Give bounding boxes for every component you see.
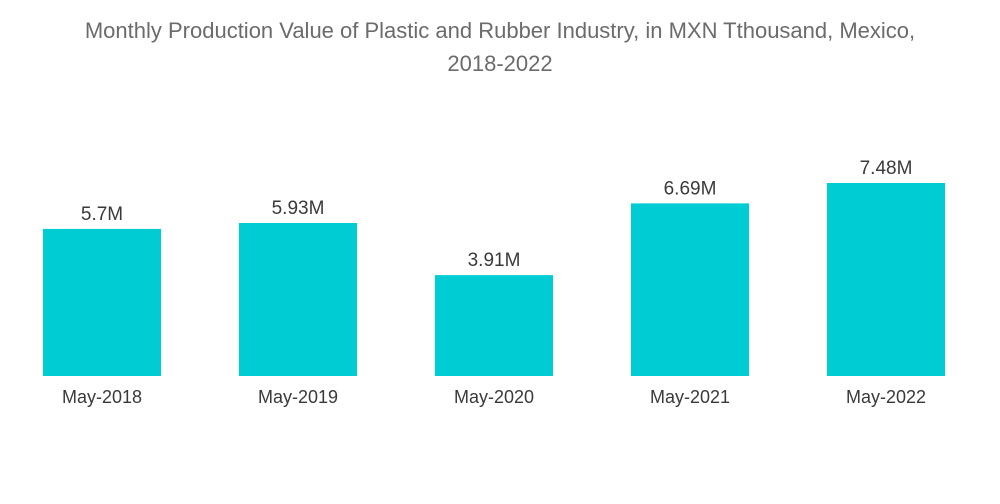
bar-may-2022: [827, 183, 945, 376]
x-tick-label-may-2020: May-2020: [454, 387, 534, 407]
bar-may-2021: [631, 203, 749, 376]
bar-may-2020: [435, 275, 553, 376]
chart-title-line-2: 2018-2022: [447, 51, 553, 76]
x-tick-label-may-2021: May-2021: [650, 387, 730, 407]
chart-title: Monthly Production Value of Plastic and …: [0, 14, 1000, 80]
value-label-may-2018: 5.7M: [81, 204, 123, 225]
bar-may-2018: [43, 228, 161, 376]
x-tick-labels-group: May-2018 May-2019 May-2020 May-2021 May-2022: [62, 387, 926, 407]
x-tick-label-may-2019: May-2019: [258, 387, 338, 407]
x-tick-label-may-2018: May-2018: [62, 387, 142, 407]
bar-may-2019: [239, 222, 357, 376]
value-label-may-2021: 6.69M: [664, 178, 717, 199]
value-label-may-2020: 3.91M: [468, 250, 521, 271]
value-labels-group: 5.7M 5.93M 3.91M 6.69M 7.48M: [81, 158, 913, 271]
x-tick-label-may-2022: May-2022: [846, 387, 926, 407]
value-label-may-2022: 7.48M: [860, 158, 913, 179]
chart-title-line-1: Monthly Production Value of Plastic and …: [84, 18, 916, 43]
value-label-may-2019: 5.93M: [272, 198, 325, 219]
bars-group: [43, 183, 945, 376]
